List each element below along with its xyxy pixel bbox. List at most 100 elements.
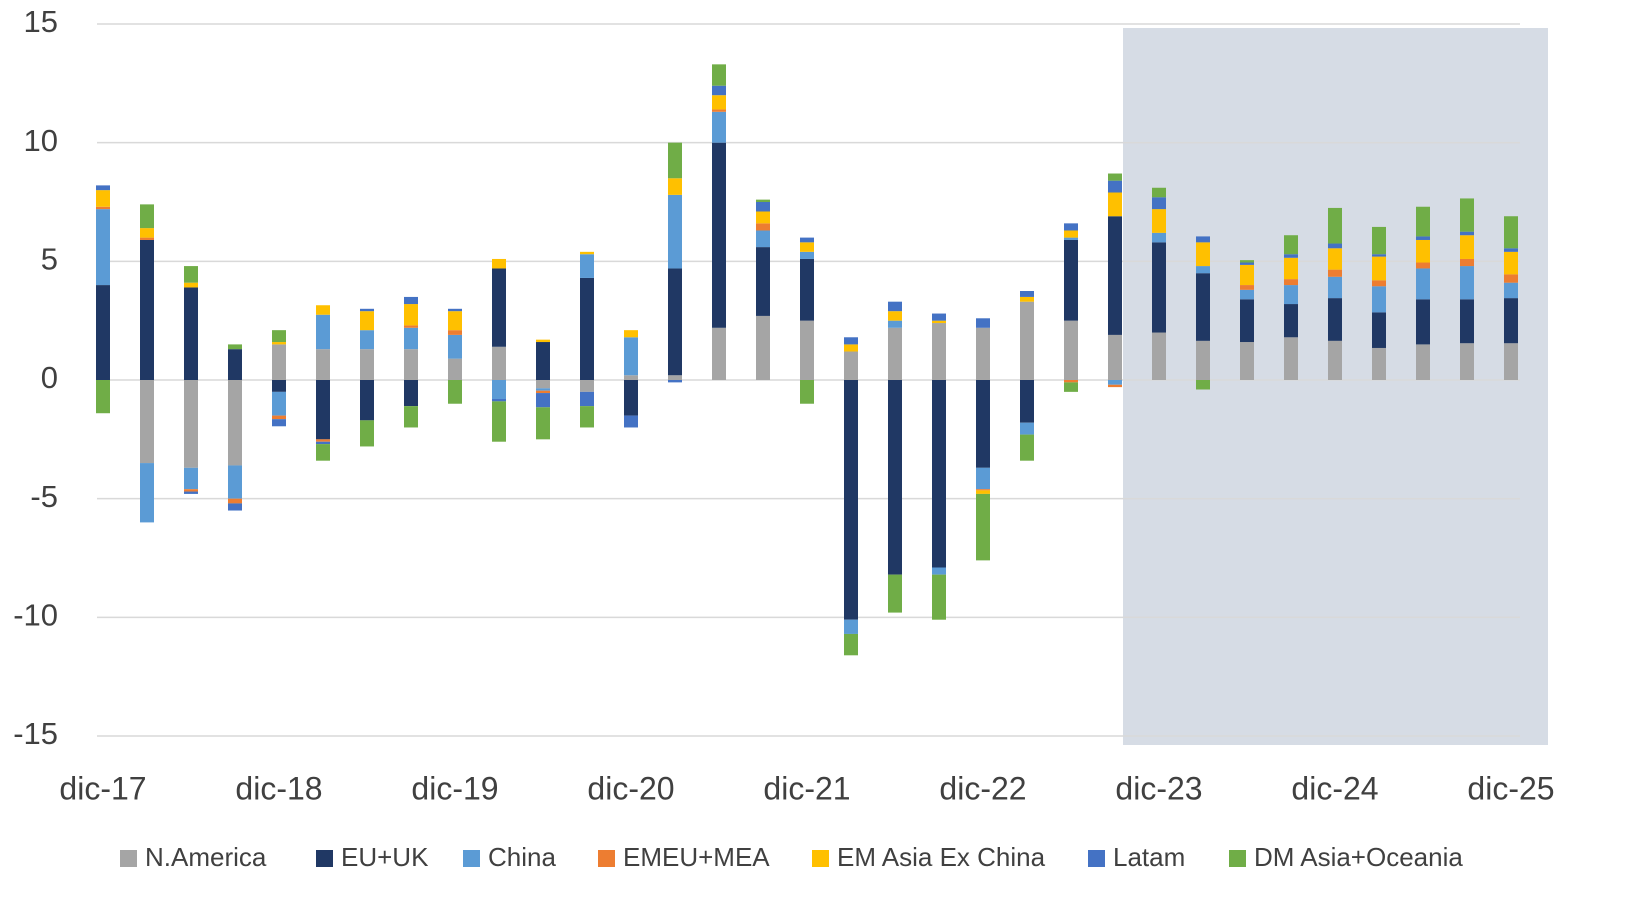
bar-segment [1504,248,1518,252]
bar-segment [844,337,858,345]
bar-segment [1372,254,1386,257]
bar-segment [1504,274,1518,283]
bar-segment [1152,187,1166,198]
bar-segment [96,209,110,286]
y-tick-label: -5 [30,479,58,514]
legend-swatch [316,850,333,867]
bar-segment [1240,289,1254,300]
bar-segment [1240,264,1254,286]
bar-segment [712,64,726,86]
bar-segment [1328,269,1342,277]
bar-segment [932,320,946,324]
bar-segment [228,349,242,380]
bar-segment [1372,312,1386,348]
bar-segment [96,185,110,191]
bar-segment [272,342,286,345]
bar-segment [756,315,770,380]
bar-segment [1328,298,1342,341]
x-tick-label: dic-24 [1291,770,1378,806]
bar-segment [1328,340,1342,380]
bar-segment [1064,237,1078,240]
bar-segment [404,296,418,305]
bar-segment [448,358,462,380]
legend-swatch [1229,850,1246,867]
bar-segment [756,211,770,224]
bar-segment [580,251,594,255]
x-tick-label: dic-23 [1115,770,1202,806]
bar-segment [1240,262,1254,265]
bar-segment [888,301,902,312]
bar-segment [624,337,638,376]
bar-segment [140,204,154,229]
bar-segment [1108,173,1122,181]
bar-segment [668,375,682,380]
bar-segment [360,380,374,421]
bar-segment [184,467,198,490]
x-tick-label: dic-20 [587,770,674,806]
bar-segment [1284,304,1298,338]
bar-segment [756,223,770,231]
bar-segment [404,380,418,407]
bar-segment [1284,257,1298,280]
bar-segment [1416,268,1430,300]
bar-segment [1460,266,1474,300]
bar-segment [492,380,506,399]
bar-segment [1284,235,1298,255]
legend-label: DM Asia+Oceania [1254,842,1463,872]
bar-segment [1196,242,1210,267]
bar-segment [140,239,154,380]
bar-segment [756,199,770,202]
bar-segment [580,391,594,407]
bar-segment [1152,242,1166,333]
bar-segment [1284,254,1298,258]
bar-segment [536,390,550,394]
bar-segment [800,251,814,259]
bar-segment [228,344,242,350]
bar-segment [800,237,814,243]
legend-swatch [1088,850,1105,867]
bar-segment [1240,342,1254,380]
bar-segment [448,380,462,404]
bar-segment [404,325,418,328]
bar-segment [272,419,286,427]
bar-segment [1372,226,1386,255]
bar-segment [1328,276,1342,299]
bar-segment [624,330,638,338]
bar-segment [492,398,506,402]
bar-segment [976,467,990,490]
bar-segment [1064,223,1078,231]
bar-segment [1284,285,1298,305]
bar-segment [1196,236,1210,243]
bar-segment [1196,266,1210,274]
bar-segment [316,380,330,440]
bar-segment [1020,380,1034,423]
x-tick-label: dic-18 [235,770,322,806]
bar-segment [1284,337,1298,380]
bar-segment [1108,380,1122,385]
legend-label: N.America [145,842,267,872]
bar-segment [1328,243,1342,249]
legend-swatch [463,850,480,867]
bar-segment [536,407,550,440]
bar-segment [932,323,946,380]
bar-segment [272,415,286,420]
legend-label: EM Asia Ex China [837,842,1046,872]
bar-segment [1416,344,1430,380]
bar-segment [580,406,594,428]
bar-segment [844,633,858,656]
bar-segment [888,380,902,575]
bar-segment [624,415,638,428]
bar-segment [1108,384,1122,388]
bar-segment [1416,299,1430,345]
forecast-shade [1123,28,1548,745]
bar-segment [1372,286,1386,313]
bar-segment [184,266,198,283]
bar-segment [448,311,462,331]
bar-segment [140,228,154,238]
bar-segment [1504,251,1518,275]
bar-segment [1460,343,1474,380]
y-tick-label: 5 [41,242,58,277]
bar-segment [712,142,726,328]
bar-segment [1416,262,1430,269]
